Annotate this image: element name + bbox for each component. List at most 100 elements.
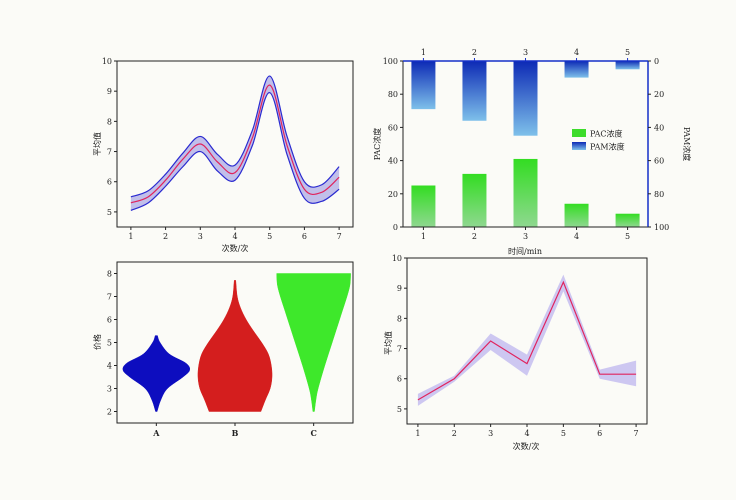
- confidence-band: [417, 274, 637, 406]
- x-tick-label: 7: [634, 429, 639, 438]
- legend-label-pam: PAM浓度: [590, 142, 625, 152]
- left-y-tick-label: 80: [388, 90, 398, 99]
- legend: PAC浓度 PAM浓度: [572, 129, 625, 152]
- pam-bar: [411, 61, 436, 110]
- x-tick-label: 3: [488, 429, 493, 438]
- x-tick-label: 6: [302, 232, 307, 241]
- legend-swatch-pam: [572, 142, 586, 150]
- y-tick-group: 5 6 7 8 9 10: [392, 254, 407, 414]
- x-tick-label: 5: [561, 429, 566, 438]
- mean-line: [417, 280, 637, 401]
- pac-bar: [564, 203, 589, 227]
- left-y-tick-label: 100: [383, 57, 398, 66]
- panel-violin-plot: A B C 2 3 4 5 6 7 8 价格: [92, 261, 354, 438]
- left-y-tick-group: 0 20 40 60 80 100: [383, 57, 403, 232]
- y-tick-label: 6: [107, 178, 112, 187]
- bar-group: [411, 61, 640, 227]
- panel-polyline-band-chart: 1 2 3 4 5 6 7 5 6 7 8 9 10 次数/次 平均值: [383, 254, 648, 451]
- top-tick-label: 5: [625, 48, 630, 57]
- y-tick-label: 2: [107, 408, 112, 417]
- y-tick-label: 8: [107, 270, 112, 279]
- confidence-band: [130, 76, 340, 211]
- y-tick-label: 5: [107, 339, 112, 348]
- y-tick-label: 8: [397, 314, 402, 323]
- x-tick-group: A B C: [152, 423, 317, 438]
- y-tick-label: 9: [397, 284, 402, 293]
- x-tick-label: 4: [232, 232, 237, 241]
- y-tick-label: 7: [397, 345, 402, 354]
- top-tick-label: 4: [574, 48, 579, 57]
- x-tick-label: 4: [524, 429, 529, 438]
- right-y-tick-label: 0: [654, 57, 659, 66]
- panel-dual-axis-bar-chart: 1 2 3 4 5 1 2 3 4 5 0 20 40 60 80 100 0 20 40 60 80 100 时间…: [372, 48, 692, 256]
- y-axis-label: 价格: [92, 334, 102, 350]
- x-tick-label: 1: [421, 232, 426, 241]
- x-tick-label: 1: [128, 232, 133, 241]
- right-y-tick-label: 100: [654, 223, 669, 232]
- y-tick-group: 2 3 4 5 6 7 8: [107, 270, 117, 417]
- pam-bar: [615, 61, 640, 70]
- bottom-x-tick-group: 1 2 3 4 5: [421, 227, 630, 241]
- y-tick-label: 10: [102, 57, 112, 66]
- left-y-axis-label: PAC浓度: [372, 128, 382, 161]
- right-y-tick-label: 20: [654, 90, 664, 99]
- y-axis-label: 平均值: [383, 331, 393, 355]
- y-tick-label: 5: [397, 405, 402, 414]
- legend-label-pac: PAC浓度: [590, 129, 623, 139]
- x-tick-label: 5: [267, 232, 272, 241]
- y-tick-label: 6: [107, 316, 112, 325]
- x-tick-label: 1: [415, 429, 420, 438]
- mean-line: [130, 84, 340, 204]
- right-y-tick-group: 0 20 40 60 80 100: [648, 57, 669, 232]
- plot-frame: [406, 257, 648, 425]
- y-axis-label: 平均值: [92, 132, 102, 156]
- pam-bar: [564, 61, 589, 78]
- right-y-tick-label: 60: [654, 157, 664, 166]
- x-tick-label: A: [152, 428, 160, 438]
- x-tick-label: B: [232, 428, 239, 438]
- x-axis-label: 时间/min: [508, 246, 542, 256]
- x-tick-group: 1 2 3 4 5 6 7: [415, 424, 639, 438]
- pac-bar: [615, 213, 640, 227]
- right-y-tick-label: 80: [654, 190, 664, 199]
- y-tick-label: 3: [107, 385, 112, 394]
- x-tick-label: 4: [574, 232, 579, 241]
- x-tick-label: C: [310, 428, 316, 438]
- pac-bar: [411, 185, 436, 227]
- pac-bar: [513, 158, 538, 227]
- x-tick-label: 5: [625, 232, 630, 241]
- top-tick-label: 3: [523, 48, 528, 57]
- pac-bar: [462, 173, 487, 227]
- y-tick-label: 7: [107, 293, 112, 302]
- y-tick-label: 8: [107, 117, 112, 126]
- y-tick-label: 6: [397, 375, 402, 384]
- x-tick-label: 2: [163, 232, 168, 241]
- left-y-tick-label: 60: [388, 123, 398, 132]
- x-tick-label: 7: [337, 232, 342, 241]
- x-tick-label: 6: [597, 429, 602, 438]
- upper-bound-line: [130, 75, 340, 198]
- x-tick-group: 1 2 3 4 5 6 7: [128, 227, 342, 241]
- y-tick-label: 9: [107, 87, 112, 96]
- pam-bar: [462, 61, 487, 121]
- panel-line-band-chart: 1 2 3 4 5 6 7 5 6 7 8 9 10 次数/次 平均值: [92, 57, 354, 253]
- violin-A: [122, 335, 191, 412]
- right-y-axis-label: PAM浓度: [682, 127, 692, 162]
- top-x-tick-group: 1 2 3 4 5: [421, 48, 630, 61]
- left-y-tick-label: 40: [388, 157, 398, 166]
- x-tick-label: 3: [523, 232, 528, 241]
- y-tick-group: 5 6 7 8 9 10: [102, 57, 117, 217]
- x-tick-label: 2: [472, 232, 477, 241]
- top-tick-label: 2: [472, 48, 477, 57]
- lower-bound-line: [130, 92, 340, 211]
- violin-group: [122, 273, 351, 412]
- x-tick-label: 3: [198, 232, 203, 241]
- y-tick-label: 4: [107, 362, 112, 371]
- legend-swatch-pac: [572, 129, 586, 137]
- x-tick-label: 2: [452, 429, 457, 438]
- violin-B: [197, 280, 273, 412]
- top-tick-label: 1: [421, 48, 426, 57]
- y-tick-label: 10: [392, 254, 402, 263]
- x-axis-label: 次数/次: [222, 243, 249, 253]
